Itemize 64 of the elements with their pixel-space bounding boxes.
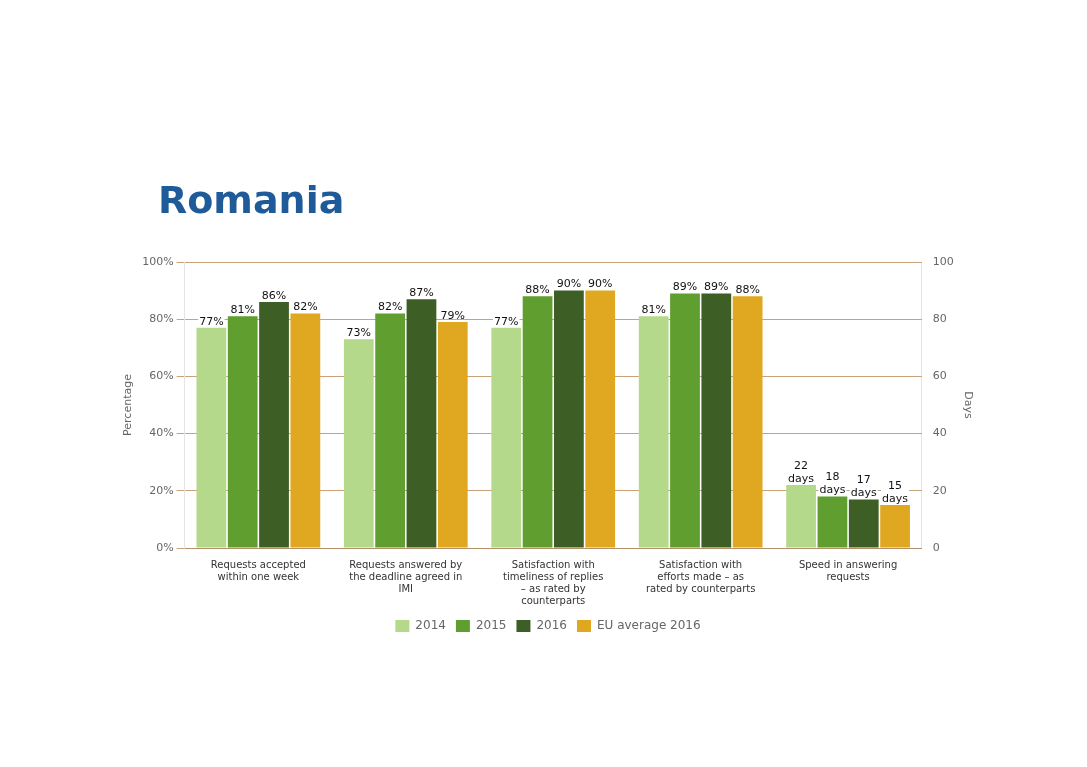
bar (670, 293, 700, 548)
bar (554, 290, 584, 548)
y2-tick-label: 40 (932, 426, 947, 440)
y2-tick-label: 100 (932, 254, 954, 268)
data-label: 87% (409, 286, 434, 300)
y-tick-label: 80% (149, 312, 174, 326)
y2-tick-label: 60 (932, 369, 947, 383)
data-label: 18 days (819, 470, 846, 497)
y-tick-label: 40% (149, 426, 174, 440)
bar (227, 316, 258, 548)
y-axis-title: Percentage (121, 373, 135, 436)
y-tick-label: 100% (142, 254, 174, 268)
y-tick-label: 60% (149, 369, 174, 383)
bar (786, 485, 816, 548)
legend-label: 2016 (536, 618, 567, 633)
bar (638, 316, 669, 548)
legend-label: EU average 2016 (596, 618, 701, 633)
y2-axis-title: Days (961, 391, 975, 419)
bar (375, 313, 406, 548)
data-label: 86% (261, 288, 287, 302)
data-label: 82% (377, 300, 403, 314)
y2-tick-label: 80 (932, 312, 947, 326)
x-tick-label: Requests answered by the deadline agreed in IMI (349, 558, 463, 594)
x-tick-label: Requests accepted within one week (210, 558, 306, 582)
bar (848, 499, 879, 548)
chart-title: Romania (158, 178, 346, 222)
legend-label: 2015 (475, 618, 507, 633)
data-label: 89% (672, 280, 698, 294)
bar (259, 302, 289, 548)
bar (491, 327, 522, 548)
y2-tick-label: 0 (932, 540, 940, 554)
bar (817, 496, 848, 548)
bar (880, 505, 910, 548)
data-label: 81% (641, 303, 666, 317)
data-label: 73% (346, 326, 372, 340)
x-tick-label: Satisfaction with timeliness of replies – as rated by counterparts (503, 558, 604, 606)
bar (196, 327, 227, 548)
data-label: 90% (587, 277, 613, 291)
data-label: 90% (556, 277, 582, 291)
x-tick-label: Satisfaction with efforts made – as rated by counterparts (645, 558, 756, 594)
bar (522, 296, 553, 548)
data-label: 77% (494, 314, 519, 328)
data-label: 77% (199, 314, 224, 328)
bar (406, 299, 437, 548)
data-label: 88% (525, 283, 550, 297)
bar (701, 293, 732, 548)
data-label: 22 days (788, 458, 815, 485)
data-label: 88% (735, 283, 760, 297)
bar (437, 322, 468, 548)
data-label: 81% (230, 303, 255, 317)
bar (343, 339, 374, 548)
y-tick-label: 20% (149, 483, 174, 497)
bar (585, 290, 616, 548)
y-tick-label: 0% (156, 540, 174, 554)
x-tick-label: Speed in answering requests (798, 558, 898, 582)
bar (290, 313, 321, 548)
data-label: 82% (293, 300, 318, 314)
data-label: 89% (704, 280, 729, 294)
bar (732, 296, 763, 548)
data-label: 15 days (882, 478, 909, 505)
data-label: 17 days (850, 473, 877, 500)
y2-tick-label: 20 (932, 483, 947, 497)
data-label: 79% (440, 308, 466, 322)
legend-label: 2014 (415, 618, 446, 633)
